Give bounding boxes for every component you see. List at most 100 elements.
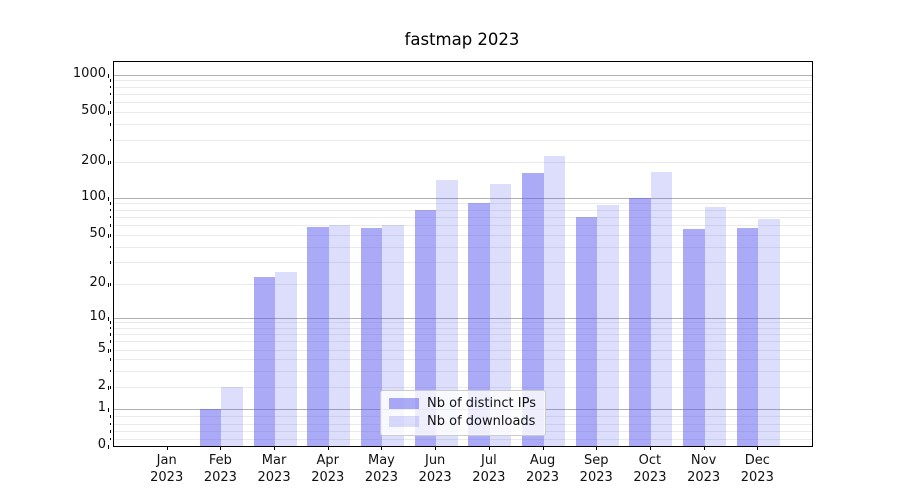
x-tick-label: Nov 2023 [687, 453, 721, 485]
y-axis-minor-tick [110, 415, 111, 418]
y-axis-minor-tick [110, 111, 111, 114]
bar-distinct-ips [468, 203, 490, 446]
y-axis-tick [108, 73, 109, 78]
y-axis-minor-tick [110, 161, 111, 164]
chart-title: fastmap 2023 [404, 30, 520, 49]
y-axis-tick [108, 349, 109, 353]
y-axis-minor-tick [110, 326, 111, 330]
y-axis-minor-tick [110, 224, 111, 227]
x-tick-label: Jun 2023 [418, 453, 452, 485]
minor-gridline [114, 209, 812, 211]
x-tick-label: Dec 2023 [740, 453, 774, 485]
y-axis-minor-tick [110, 333, 111, 336]
y-axis-minor-tick [110, 386, 111, 389]
y-tick-label: 200 [81, 153, 106, 168]
minor-gridline [114, 93, 812, 95]
x-tick-label: Sep 2023 [579, 453, 613, 485]
x-axis-tick [703, 446, 705, 450]
y-axis-tick [108, 316, 109, 321]
y-tick-label: 100 [81, 188, 106, 204]
y-axis-minor-tick [110, 358, 111, 361]
bar-downloads [489, 184, 512, 446]
y-axis-tick [108, 386, 109, 390]
minor-gridline [114, 80, 812, 82]
bar-distinct-ips [360, 227, 383, 446]
x-axis-tick [166, 446, 168, 450]
y-axis-minor-tick [110, 138, 111, 142]
bar-downloads [758, 219, 780, 446]
y-tick-label: 10 [89, 308, 106, 324]
bar-distinct-ips [522, 173, 544, 446]
y-axis-tick [108, 407, 109, 412]
y-axis-tick [108, 283, 109, 287]
minor-gridline [114, 86, 812, 88]
x-axis-tick [220, 446, 222, 450]
y-axis-minor-tick [110, 369, 111, 373]
legend: Nb of distinct IPs Nb of downloads [380, 390, 546, 436]
bar-downloads [704, 207, 727, 446]
y-axis-tick [108, 445, 109, 449]
x-tick-label: Jan 2023 [150, 453, 184, 485]
major-gridline [114, 197, 812, 199]
minor-gridline [114, 225, 812, 227]
y-tick-label: 2 [97, 378, 106, 393]
legend-swatch-distinct-ips-icon [389, 398, 420, 409]
y-axis-minor-tick [110, 349, 111, 352]
x-axis-tick [757, 446, 759, 450]
bar-downloads [221, 387, 243, 446]
minor-gridline [114, 359, 812, 360]
minor-gridline [114, 203, 812, 205]
x-axis-tick [274, 446, 276, 450]
minor-gridline [114, 162, 812, 163]
bar-distinct-ips [307, 227, 329, 446]
y-axis-minor-tick [110, 234, 111, 237]
minor-gridline [114, 438, 812, 440]
y-axis-tick [108, 161, 109, 165]
y-axis-minor-tick [110, 215, 111, 219]
major-gridline [114, 74, 812, 76]
y-axis-minor-tick [110, 430, 111, 433]
y-axis-minor-tick [110, 283, 111, 286]
minor-gridline [114, 327, 812, 329]
bar-downloads [650, 171, 673, 446]
y-axis-minor-tick [110, 422, 111, 425]
minor-gridline [114, 235, 812, 236]
y-tick-label: 20 [89, 275, 106, 290]
x-axis-tick [381, 446, 383, 450]
minor-gridline [114, 322, 812, 324]
x-axis-tick [649, 446, 651, 450]
bar-distinct-ips [575, 216, 598, 446]
minor-gridline [114, 370, 812, 372]
major-gridline [114, 317, 812, 319]
y-axis-minor-tick [110, 208, 111, 212]
x-axis-tick [435, 446, 437, 450]
y-axis-tick [108, 111, 109, 115]
x-tick-label: Feb 2023 [203, 453, 237, 485]
legend-label-distinct-ips: Nb of distinct IPs [427, 396, 536, 411]
minor-gridline [114, 334, 812, 336]
bar-downloads [436, 180, 458, 446]
y-axis-minor-tick [110, 261, 111, 264]
y-axis-minor-tick [110, 85, 111, 89]
y-axis-minor-tick [110, 245, 111, 249]
bar-distinct-ips [736, 227, 759, 446]
y-axis-minor-tick [110, 101, 111, 104]
x-axis-tick [596, 446, 598, 450]
y-tick-label: 5 [97, 341, 106, 356]
x-axis-tick [327, 446, 329, 450]
legend-item-downloads: Nb of downloads [389, 414, 536, 429]
bar-distinct-ips [414, 209, 437, 446]
minor-gridline [114, 112, 812, 113]
bar-distinct-ips [629, 197, 651, 446]
y-tick-label: 1 [97, 399, 106, 415]
x-tick-label: May 2023 [364, 453, 398, 485]
y-tick-label: 0 [97, 437, 106, 452]
x-axis-tick [488, 446, 490, 450]
y-axis-minor-tick [110, 437, 111, 440]
bar-distinct-ips [253, 276, 276, 446]
y-axis-minor-tick [110, 123, 111, 126]
bar-downloads [597, 204, 619, 446]
plot-area: Nb of distinct IPs Nb of downloads [113, 61, 813, 447]
y-axis-minor-tick [110, 340, 111, 343]
